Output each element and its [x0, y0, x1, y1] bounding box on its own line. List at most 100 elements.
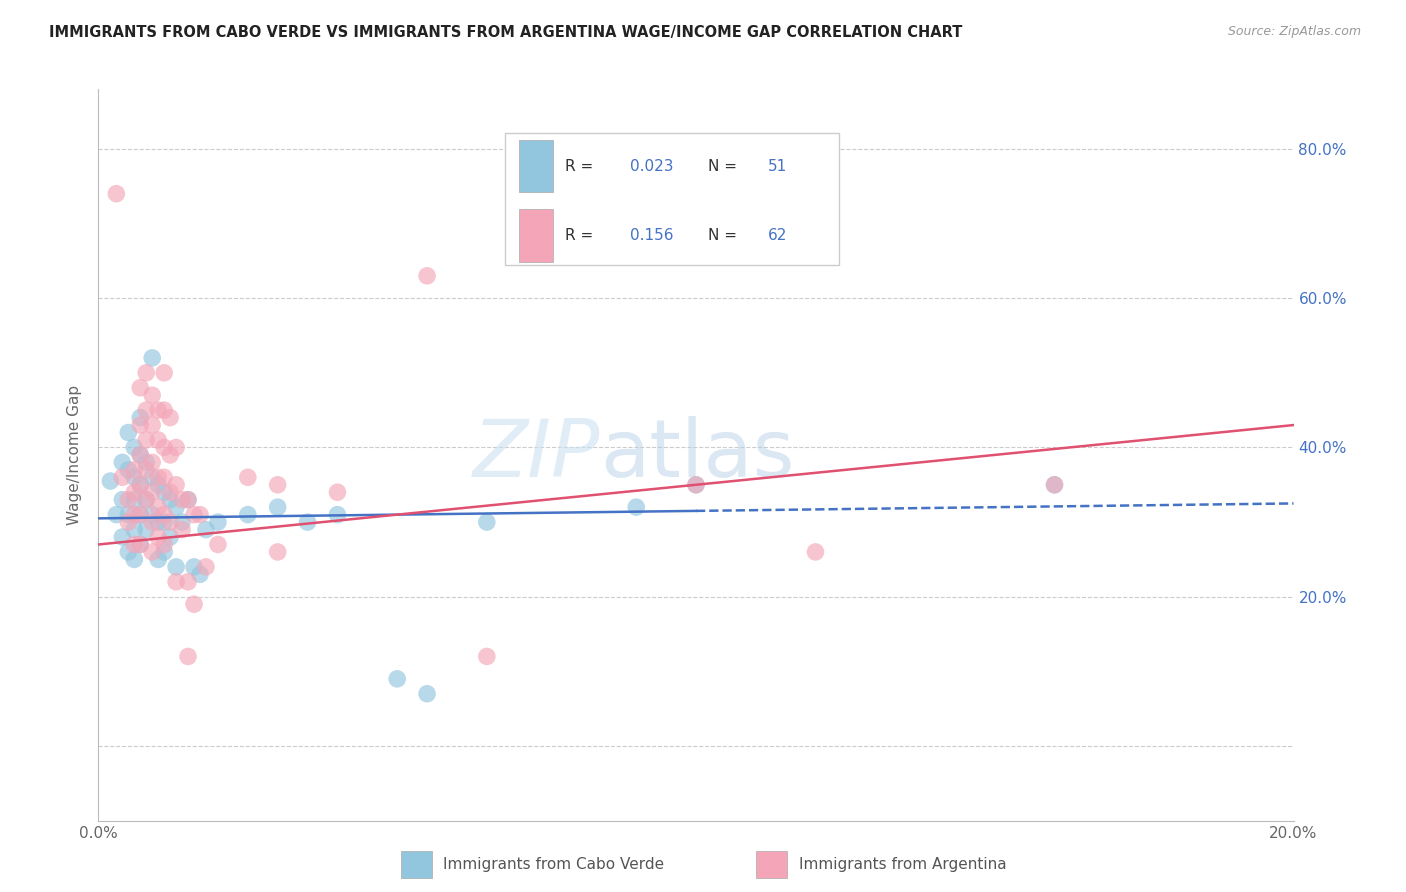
Point [117, 492, 139, 507]
Point [188, 567, 211, 582]
Text: Source: ZipAtlas.com: Source: ZipAtlas.com [1227, 25, 1361, 38]
Point [267, 477, 290, 491]
Point [141, 418, 163, 433]
Point [148, 470, 170, 484]
Point [141, 351, 163, 365]
Point [111, 530, 134, 544]
Point [159, 530, 181, 544]
Point [111, 455, 134, 469]
Text: atlas: atlas [600, 416, 794, 494]
Point [135, 492, 157, 507]
Point [685, 477, 707, 491]
Point [183, 560, 205, 574]
Point [207, 515, 229, 529]
Point [148, 500, 170, 515]
Point [129, 448, 152, 462]
Point [159, 515, 181, 529]
Point [165, 574, 187, 589]
Point [124, 523, 146, 537]
Point [135, 433, 157, 447]
Point [153, 470, 176, 484]
Point [141, 545, 163, 559]
Y-axis label: Wage/Income Gap: Wage/Income Gap [67, 384, 83, 525]
Point [117, 515, 139, 529]
Point [416, 268, 439, 283]
Point [153, 508, 176, 522]
Point [124, 552, 146, 566]
Point [475, 649, 498, 664]
Point [129, 410, 152, 425]
Point [153, 366, 176, 380]
Text: ZIP: ZIP [472, 416, 600, 494]
Point [385, 672, 409, 686]
Point [124, 485, 146, 500]
Point [267, 545, 290, 559]
Point [165, 560, 187, 574]
Point [148, 552, 170, 566]
Point [111, 470, 134, 484]
Point [804, 545, 827, 559]
Point [326, 508, 349, 522]
Point [124, 508, 146, 522]
Point [267, 500, 290, 515]
Point [111, 492, 134, 507]
Point [153, 441, 176, 455]
Point [416, 687, 439, 701]
Point [159, 485, 181, 500]
Point [148, 515, 170, 529]
Text: 62: 62 [768, 228, 787, 243]
Point [105, 508, 128, 522]
Point [124, 441, 146, 455]
FancyBboxPatch shape [519, 209, 553, 262]
Point [117, 545, 139, 559]
Point [153, 515, 176, 529]
Point [685, 477, 707, 491]
Point [177, 649, 200, 664]
Point [159, 410, 181, 425]
Point [153, 545, 176, 559]
Point [124, 463, 146, 477]
Point [326, 485, 349, 500]
Point [117, 463, 139, 477]
Point [135, 523, 157, 537]
Point [177, 492, 200, 507]
Text: N =: N = [709, 228, 742, 243]
Point [124, 492, 146, 507]
Point [129, 508, 152, 522]
Point [117, 508, 139, 522]
Point [159, 492, 181, 507]
Point [141, 455, 163, 469]
Point [153, 403, 176, 417]
Point [626, 500, 648, 515]
Point [129, 508, 152, 522]
Point [172, 492, 194, 507]
Point [177, 492, 200, 507]
Point [153, 485, 176, 500]
Text: 51: 51 [768, 159, 787, 174]
Point [135, 366, 157, 380]
Point [141, 515, 163, 529]
Point [148, 433, 170, 447]
Point [129, 381, 152, 395]
Point [159, 448, 181, 462]
Point [183, 597, 205, 611]
Point [135, 492, 157, 507]
Point [177, 574, 200, 589]
Point [129, 477, 152, 491]
Point [165, 477, 187, 491]
Point [129, 477, 152, 491]
Text: IMMIGRANTS FROM CABO VERDE VS IMMIGRANTS FROM ARGENTINA WAGE/INCOME GAP CORRELAT: IMMIGRANTS FROM CABO VERDE VS IMMIGRANTS… [49, 25, 963, 40]
Point [236, 508, 259, 522]
Point [1043, 477, 1066, 491]
Text: Immigrants from Cabo Verde: Immigrants from Cabo Verde [443, 857, 664, 871]
Point [172, 515, 194, 529]
Point [148, 530, 170, 544]
Text: 0.023: 0.023 [630, 159, 673, 174]
Text: R =: R = [565, 159, 598, 174]
Point [129, 537, 152, 551]
Point [188, 508, 211, 522]
Point [148, 477, 170, 491]
Point [153, 537, 176, 551]
Point [141, 508, 163, 522]
Point [183, 508, 205, 522]
